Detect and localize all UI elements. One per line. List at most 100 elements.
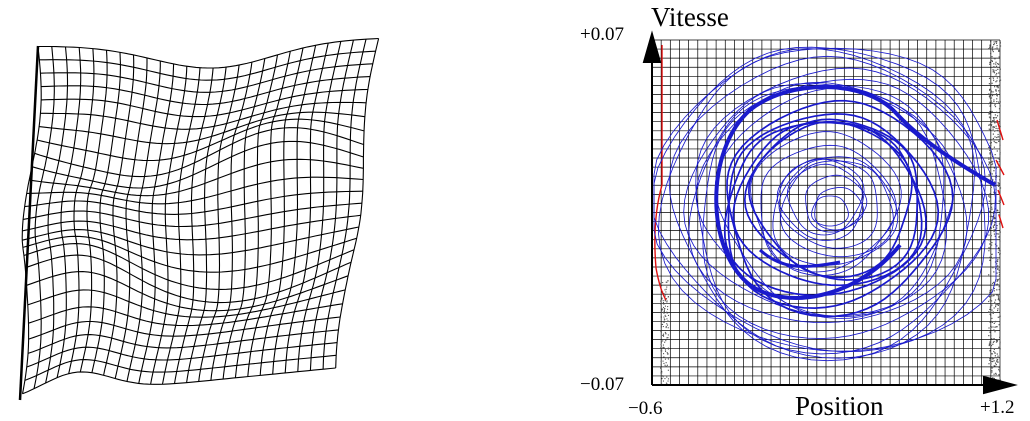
left-boundary-curve — [654, 184, 667, 301]
noise-dot — [999, 152, 1001, 154]
noise-dot — [664, 300, 666, 302]
noise-dot — [660, 331, 662, 333]
noise-dot — [995, 157, 997, 159]
noise-dot — [990, 40, 992, 42]
noise-dot — [991, 208, 993, 210]
noise-dot — [988, 116, 991, 118]
noise-dot — [992, 46, 994, 48]
noise-dot — [997, 259, 999, 261]
noise-dot — [994, 130, 996, 132]
mesh-column-line — [114, 57, 148, 379]
noise-dot — [994, 229, 996, 231]
noise-dot — [991, 206, 993, 208]
noise-dot — [665, 327, 667, 329]
noise-dot — [994, 261, 997, 263]
noise-dot — [667, 320, 669, 322]
noise-dot — [990, 314, 992, 316]
noise-dot — [660, 330, 662, 332]
noise-dot — [992, 212, 994, 215]
noise-dot — [996, 94, 998, 96]
noise-dot — [663, 353, 665, 355]
noise-dot — [996, 359, 998, 361]
noise-dot — [665, 332, 667, 334]
noise-dot — [989, 341, 991, 343]
noise-dot — [660, 282, 662, 284]
noise-dot — [993, 117, 995, 119]
noise-dot — [999, 179, 1001, 181]
noise-dot — [989, 359, 991, 361]
trajectory-loop — [743, 118, 919, 281]
mesh-column-line — [335, 38, 380, 369]
noise-dot — [991, 161, 993, 163]
noise-dot — [998, 108, 1001, 110]
noise-dot — [663, 312, 665, 314]
noise-dot — [994, 117, 996, 119]
noise-dot — [663, 318, 665, 320]
noise-dot — [994, 58, 996, 60]
noise-dot — [993, 126, 995, 128]
noise-dot — [998, 76, 1000, 78]
noise-dot — [664, 293, 666, 295]
noise-dot — [665, 288, 667, 290]
noise-dot — [999, 92, 1001, 94]
noise-dot — [990, 300, 992, 302]
noise-dot — [993, 63, 995, 65]
noise-dot — [988, 200, 990, 202]
noise-dot — [999, 374, 1001, 376]
trajectory-loop — [772, 156, 899, 266]
noise-dot — [988, 93, 990, 95]
noise-dot — [998, 297, 1000, 299]
noise-dot — [996, 294, 998, 296]
noise-dot — [990, 335, 992, 337]
noise-dot — [666, 337, 668, 339]
noise-dot — [989, 161, 991, 163]
noise-dot — [996, 272, 998, 274]
y-axis-arrow — [642, 30, 662, 63]
noise-dot — [988, 157, 990, 159]
noise-dot — [660, 341, 662, 343]
noise-dot — [992, 128, 994, 130]
mesh-column-line — [259, 47, 304, 376]
noise-dot — [991, 203, 993, 205]
noise-dot — [667, 348, 669, 350]
noise-dot — [998, 236, 1000, 238]
noise-dot — [992, 343, 994, 345]
mesh-row-line — [34, 127, 364, 178]
trajectory-loop — [805, 174, 868, 233]
noise-dot — [997, 309, 999, 312]
noise-dot — [996, 209, 998, 211]
noise-dot — [660, 308, 662, 310]
axes — [642, 30, 1018, 395]
noise-dot — [995, 93, 998, 95]
noise-dot — [989, 215, 991, 218]
noise-dot — [999, 315, 1001, 317]
noise-dot — [995, 41, 997, 43]
noise-dot — [990, 289, 993, 291]
noise-dot — [989, 291, 991, 293]
noise-dot — [993, 290, 995, 292]
noise-dot — [660, 316, 662, 318]
noise-dot — [663, 316, 665, 318]
noise-dot — [989, 153, 991, 155]
noise-dot — [999, 379, 1001, 381]
noise-dot — [663, 356, 665, 358]
noise-dot — [992, 137, 994, 140]
noise-dot — [999, 79, 1002, 81]
noise-dot — [992, 179, 994, 181]
noise-dot — [997, 298, 999, 300]
noise-dot — [667, 369, 669, 371]
noise-dot — [988, 103, 990, 105]
noise-dot — [661, 298, 663, 300]
noise-dot — [997, 339, 999, 341]
noise-dot — [999, 336, 1001, 338]
noise-dot — [991, 148, 993, 150]
noise-dot — [997, 185, 1000, 187]
noise-dot — [998, 299, 1001, 302]
noise-dot — [999, 201, 1001, 203]
noise-dot — [665, 365, 667, 367]
noise-dot — [989, 47, 991, 49]
noise-dot — [993, 233, 996, 235]
noise-dot — [991, 121, 993, 123]
noise-dot — [993, 71, 995, 73]
noise-dot — [989, 284, 991, 286]
